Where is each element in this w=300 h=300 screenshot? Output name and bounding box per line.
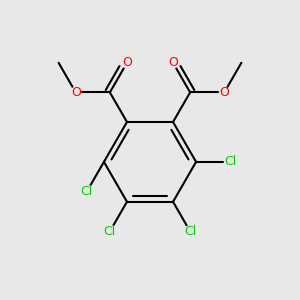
Text: O: O: [219, 86, 229, 99]
Text: O: O: [122, 56, 132, 69]
Text: O: O: [168, 56, 178, 69]
Text: Cl: Cl: [224, 155, 236, 168]
Text: O: O: [71, 86, 81, 99]
Text: Cl: Cl: [104, 225, 116, 238]
Text: Cl: Cl: [184, 225, 196, 238]
Text: Cl: Cl: [81, 185, 93, 198]
